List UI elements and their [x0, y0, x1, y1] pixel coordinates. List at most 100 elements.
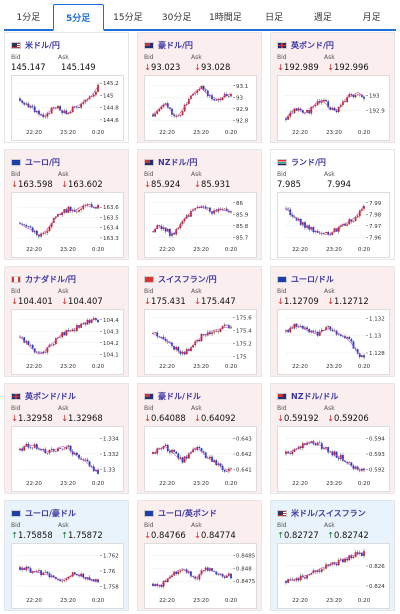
ask-label: Ask [58, 54, 69, 61]
pair-name[interactable]: カナダドル/円 [25, 274, 76, 284]
candle-body [23, 446, 26, 451]
rate-card[interactable]: 豪ドル/ドル Bid Ask ↓0.64088 ↓0.64092 0.643 0.642 0.… [137, 383, 262, 494]
pair-name[interactable]: ユーロ/円 [25, 157, 60, 167]
candlestick-chart[interactable]: 1.762 1.76 1.758 22:20 23:20 0:20 [11, 543, 124, 609]
candle-body [333, 451, 336, 456]
candlestick-chart[interactable]: 86 85.9 85.8 85.7 22:20 23:20 0:20 [144, 192, 257, 258]
candlestick-chart[interactable]: 0.826 0.824 22:20 23:20 0:20 [277, 543, 390, 609]
candlestick-chart[interactable]: 1.132 1.13 1.128 22:20 23:20 0:20 [277, 309, 390, 375]
pair-name-row[interactable]: 英ポンド/円 [277, 39, 334, 51]
pair-name[interactable]: ユーロ/ドル [291, 274, 334, 284]
rate-card[interactable]: 英ポンド/円 Bid Ask ↓192.989 ↓192.996 193 192.9 22:2… [270, 32, 395, 143]
pair-name[interactable]: 英ポンド/ドル [25, 391, 76, 401]
moving-average-line [285, 552, 365, 582]
pair-name-row[interactable]: 豪ドル/ドル [144, 390, 201, 402]
candle-body [331, 107, 334, 110]
candle-body [67, 330, 70, 332]
candlestick-chart[interactable]: 175.6 175.4 175.2 175 22:20 23:20 0:20 [144, 309, 257, 375]
tab-5[interactable]: 日足 [265, 13, 284, 23]
candle-body [225, 471, 228, 472]
ask-label: Ask [58, 405, 69, 412]
candle-body [215, 571, 218, 575]
candle-body [21, 448, 24, 451]
rate-card[interactable]: NZドル/円 Bid Ask ↓85.924 ↓85.931 86 85.9 85.8 85.7… [137, 149, 262, 260]
rate-card[interactable]: スイスフラン/円 Bid Ask ↓175.431 ↓175.447 175.6 175.4… [137, 266, 262, 377]
pair-name-row[interactable]: ユーロ/円 [11, 156, 60, 168]
candle-body [183, 104, 186, 112]
ask-price: ↑1.75872 [61, 530, 103, 540]
x-tick-label: 0:20 [92, 247, 105, 253]
rate-card[interactable]: ユーロ/円 Bid Ask ↓163.598 ↓163.602 163.6 163.5 163… [4, 149, 129, 260]
rate-card[interactable]: 豪ドル/円 Bid Ask ↓93.023 ↓93.028 93.1 93 92.9 92.8 2… [137, 32, 262, 143]
pair-name-row[interactable]: NZドル/ドル [277, 390, 338, 402]
pair-name[interactable]: 豪ドル/ドル [158, 391, 201, 401]
tab-3[interactable]: 30分足 [161, 13, 192, 23]
candle-body [342, 335, 344, 337]
rate-card[interactable]: 米ドル/スイスフラン Bid Ask ↑0.82727 ↑0.82742 0.826 0.8… [270, 500, 395, 611]
bid-value: 93.023 [151, 62, 181, 72]
tab-0[interactable]: 1分足 [16, 13, 41, 23]
tab-4[interactable]: 1時間足 [209, 13, 242, 23]
candle-body [219, 209, 222, 211]
candlestick-chart[interactable]: 0.594 0.593 0.592 22:20 23:20 0:20 [277, 426, 390, 492]
pair-name[interactable]: NZドル/円 [158, 157, 198, 167]
pair-name[interactable]: 米ドル/スイスフラン [291, 508, 366, 518]
arrow-down-icon: ↓ [61, 179, 69, 189]
pair-name-row[interactable]: NZドル/円 [144, 156, 197, 168]
tab-7[interactable]: 月足 [362, 13, 381, 23]
candlestick-chart[interactable]: 93.1 93 92.9 92.8 22:20 23:20 0:20 [144, 75, 257, 141]
candle-body [318, 101, 321, 103]
pair-name-row[interactable]: 米ドル/スイスフラン [277, 507, 366, 519]
pair-name[interactable]: NZドル/ドル [291, 391, 339, 401]
candlestick-chart[interactable]: 104.4 104.3 104.2 104.1 22:20 23:20 0:20 [11, 309, 124, 375]
rate-card[interactable]: 英ポンド/ドル Bid Ask ↓1.32958 ↓1.32968 1.334 1.332 1… [4, 383, 129, 494]
pair-name-row[interactable]: スイスフラン/円 [144, 273, 217, 285]
tab-6[interactable]: 週足 [313, 13, 332, 23]
candle-body [57, 106, 59, 109]
pair-name-row[interactable]: 豪ドル/円 [144, 39, 193, 51]
candle-body [38, 351, 40, 353]
pair-name-row[interactable]: ユーロ/ドル [277, 273, 334, 285]
pair-name[interactable]: 英ポンド/円 [291, 40, 334, 50]
candlestick-chart[interactable]: 0.8485 0.848 0.8475 22:20 23:20 0:20 [144, 543, 257, 609]
candle-body [90, 204, 93, 208]
pair-name-row[interactable]: ユーロ/豪ドル [11, 507, 76, 519]
rate-card[interactable]: ユーロ/ドル Bid Ask ↓1.12709 ↓1.12712 1.132 1.13 1.1… [270, 266, 395, 377]
tab-1[interactable]: 5分足 [52, 4, 104, 31]
pair-name[interactable]: 豪ドル/円 [158, 40, 193, 50]
candlestick-chart[interactable]: 7.99 7.98 7.97 7.96 22:20 23:20 0:20 [277, 192, 390, 258]
rate-card[interactable]: NZドル/ドル Bid Ask ↓0.59192 ↓0.59206 0.594 0.593 0… [270, 383, 395, 494]
ask-price: 7.994 [327, 179, 351, 189]
ask-label: Ask [324, 54, 335, 61]
candlestick-chart[interactable]: 145.2 145 144.8 144.6 22:20 23:20 0:20 [11, 75, 124, 141]
candle-body [80, 573, 83, 577]
pair-name[interactable]: スイスフラン/円 [158, 274, 217, 284]
pair-name[interactable]: 米ドル/円 [25, 40, 60, 50]
pair-name[interactable]: ユーロ/英ポンド [158, 508, 217, 518]
pair-name[interactable]: ユーロ/豪ドル [25, 508, 76, 518]
rate-card[interactable]: カナダドル/円 Bid Ask ↓104.401 ↓104.407 104.4 104.3 1… [4, 266, 129, 377]
candle-body [25, 225, 28, 227]
rate-card[interactable]: 米ドル/円 Bid Ask 145.147 145.149 145.2 145 144.8 14… [4, 32, 129, 143]
candle-body [331, 329, 334, 331]
pair-name[interactable]: ランド/円 [291, 157, 326, 167]
pair-name-row[interactable]: カナダドル/円 [11, 273, 76, 285]
pair-name-row[interactable]: 米ドル/円 [11, 39, 60, 51]
candlestick-chart[interactable]: 0.643 0.642 0.641 22:20 23:20 0:20 [144, 426, 257, 492]
bid-label: Bid [11, 288, 21, 295]
x-tick-label: 23:20 [193, 364, 209, 370]
pair-name-row[interactable]: ランド/円 [277, 156, 326, 168]
rate-card[interactable]: ユーロ/英ポンド Bid Ask ↓0.84766 ↓0.84774 0.8485 0.84… [137, 500, 262, 611]
candlestick-chart[interactable]: 1.334 1.332 1.33 22:20 23:20 0:20 [11, 426, 124, 492]
pair-name-row[interactable]: 英ポンド/ドル [11, 390, 76, 402]
x-tick-label: 0:20 [358, 598, 371, 604]
rate-card[interactable]: ランド/円 Bid Ask 7.985 7.994 7.99 7.98 7.97 7.96 22:… [270, 149, 395, 260]
arrow-down-icon: ↓ [327, 296, 335, 306]
candlestick-chart[interactable]: 193 192.9 22:20 23:20 0:20 [277, 75, 390, 141]
pair-name-row[interactable]: ユーロ/英ポンド [144, 507, 217, 519]
rate-card[interactable]: ユーロ/豪ドル Bid Ask ↑1.75858 ↑1.75872 1.762 1.76 1.… [4, 500, 129, 611]
y-tick-label: 1.332 [103, 452, 119, 458]
candle-body [97, 319, 99, 323]
tab-2[interactable]: 15分足 [113, 13, 143, 23]
candlestick-chart[interactable]: 163.6 163.5 163.4 163.3 22:20 23:20 0:20 [11, 192, 124, 258]
